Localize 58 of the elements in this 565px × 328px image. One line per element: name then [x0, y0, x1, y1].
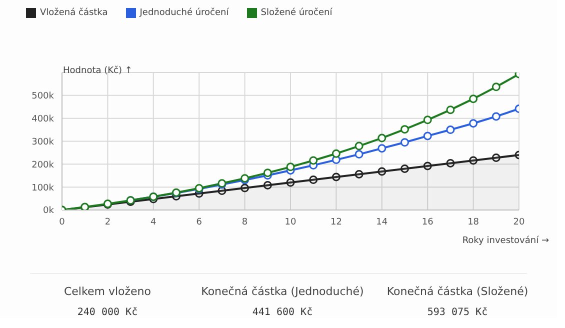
y-axis-title: Hodnota (Kč) ↑: [63, 66, 132, 76]
x-tick-label: 10: [284, 217, 296, 228]
point: [354, 170, 364, 178]
x-tick-label: 14: [376, 217, 388, 228]
point: [309, 175, 318, 184]
point: [469, 119, 478, 128]
text: Celkem vloženo: [62, 285, 152, 298]
x-tick-label: 8: [242, 217, 248, 228]
point: [263, 168, 272, 178]
point: [423, 162, 432, 170]
point: [469, 156, 478, 165]
point: [400, 125, 409, 134]
text: 240 000 Kč: [76, 307, 139, 318]
point: [446, 158, 455, 168]
point: [423, 116, 432, 124]
text: 441 600 Kč: [251, 307, 314, 318]
point: [492, 112, 500, 121]
point: [378, 144, 386, 153]
point: [400, 138, 409, 147]
text: Konečná částka (Jednoduché): [200, 285, 365, 298]
point: [240, 184, 250, 192]
point: [354, 150, 364, 159]
legend-label: Jednoduché úročení: [140, 8, 229, 18]
text: Konečná částka (Složené): [386, 285, 530, 298]
x-axis-title: Roky investování →: [462, 236, 549, 246]
y-tick-label: 0k: [43, 206, 55, 216]
point: [263, 180, 272, 190]
point: [423, 132, 432, 140]
point: [492, 82, 500, 92]
point: [354, 142, 364, 150]
x-tick-label: 2: [104, 217, 111, 228]
y-tick-label: 200k: [32, 160, 55, 170]
x-tick-label: 18: [468, 217, 480, 228]
x-tick-label: 20: [513, 217, 525, 228]
point: [332, 172, 340, 182]
point: [286, 178, 295, 187]
x-tick-label: 0: [59, 217, 66, 228]
point: [492, 153, 500, 162]
x-tick-label: 12: [330, 217, 342, 228]
point: [332, 149, 340, 158]
point: [400, 164, 409, 173]
legend-label: Vložená částka: [40, 8, 108, 18]
point: [378, 167, 386, 176]
x-tick-label: 16: [422, 217, 434, 228]
legend-label: Složené úročení: [260, 8, 332, 18]
y-tick-label: 500k: [32, 92, 55, 102]
x-tick-label: 4: [150, 217, 157, 228]
y-tick-label: 400k: [32, 114, 55, 125]
point: [286, 162, 295, 172]
x-tick-label: 6: [196, 217, 202, 228]
point: [446, 126, 455, 134]
y-tick-label: 100k: [32, 183, 55, 194]
text: 593 075 Kč: [426, 307, 489, 318]
y-tick-label: 300k: [32, 137, 55, 148]
point: [309, 156, 318, 165]
point: [446, 106, 455, 114]
point: [378, 134, 386, 142]
point: [469, 94, 478, 104]
